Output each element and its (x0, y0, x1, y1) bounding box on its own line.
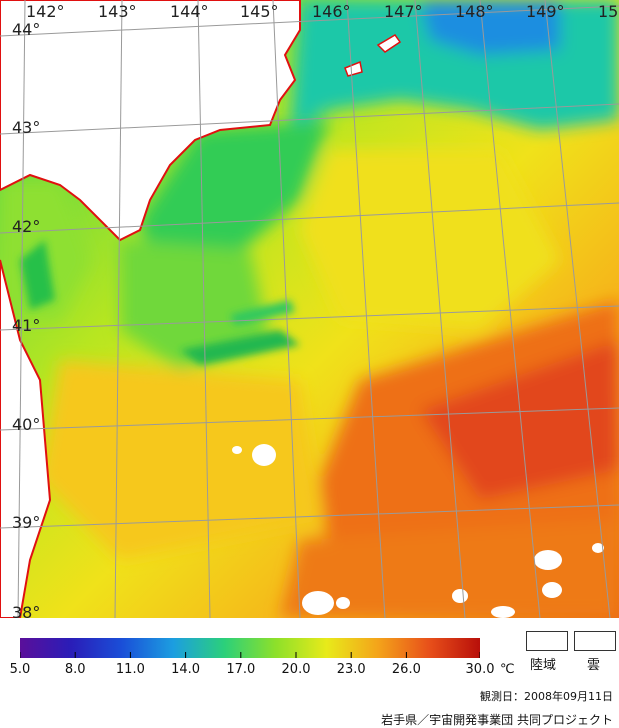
cloud-legend-label: 雲 (587, 658, 601, 673)
colorbar-tick-label: 26.0 (391, 662, 421, 677)
longitude-label-146: 146° (312, 2, 351, 21)
longitude-label-150: 15 (598, 2, 619, 21)
colorbar-tick-label: 5.0 (9, 662, 31, 677)
latitude-label-44: 44° (12, 20, 41, 39)
longitude-label-143: 143° (98, 2, 137, 21)
temperature-unit: ℃ (500, 662, 515, 677)
colorbar-tick-label: 8.0 (64, 662, 86, 677)
observation-date: 観測日：2008年09月11日 (480, 690, 613, 703)
longitude-label-149: 149° (526, 2, 565, 21)
graticule (0, 0, 619, 618)
longitude-label-147: 147° (384, 2, 423, 21)
hokkaido-land (0, 0, 301, 242)
colorbar-tick-label: 17.0 (226, 662, 256, 677)
latitude-label-39: 39° (12, 513, 41, 532)
cloud-patches (232, 444, 604, 618)
longitude-label-145: 145° (240, 2, 279, 21)
latitude-label-41: 41° (12, 316, 41, 335)
longitude-label-148: 148° (455, 2, 494, 21)
temperature-colorbar (20, 638, 480, 658)
colorbar-gradient (20, 638, 480, 658)
latitude-label-42: 42° (12, 217, 41, 236)
latitude-label-40: 40° (12, 415, 41, 434)
cloud-legend-swatch (574, 631, 616, 651)
sea-surface-temperature-map (0, 0, 619, 618)
island-1 (376, 34, 402, 53)
longitude-label-144: 144° (170, 2, 209, 21)
latitude-label-43: 43° (12, 118, 41, 137)
colorbar-tick-label: 20.0 (281, 662, 311, 677)
island-2 (344, 60, 363, 77)
honshu-land (0, 259, 52, 618)
credit-line: 岩手県／宇宙開発事業団 共同プロジェクト (381, 713, 613, 727)
colorbar-tick-label: 23.0 (336, 662, 366, 677)
colorbar-tick-label: 11.0 (115, 662, 145, 677)
land-legend-swatch (526, 631, 568, 651)
colorbar-tick-label: 14.0 (171, 662, 201, 677)
land-legend-label: 陸域 (530, 658, 557, 673)
latitude-label-38: 38° (12, 603, 41, 622)
longitude-label-142: 142° (26, 2, 65, 21)
green-eddies (20, 240, 300, 365)
colorbar-tick-label: 30.0 (465, 662, 495, 677)
